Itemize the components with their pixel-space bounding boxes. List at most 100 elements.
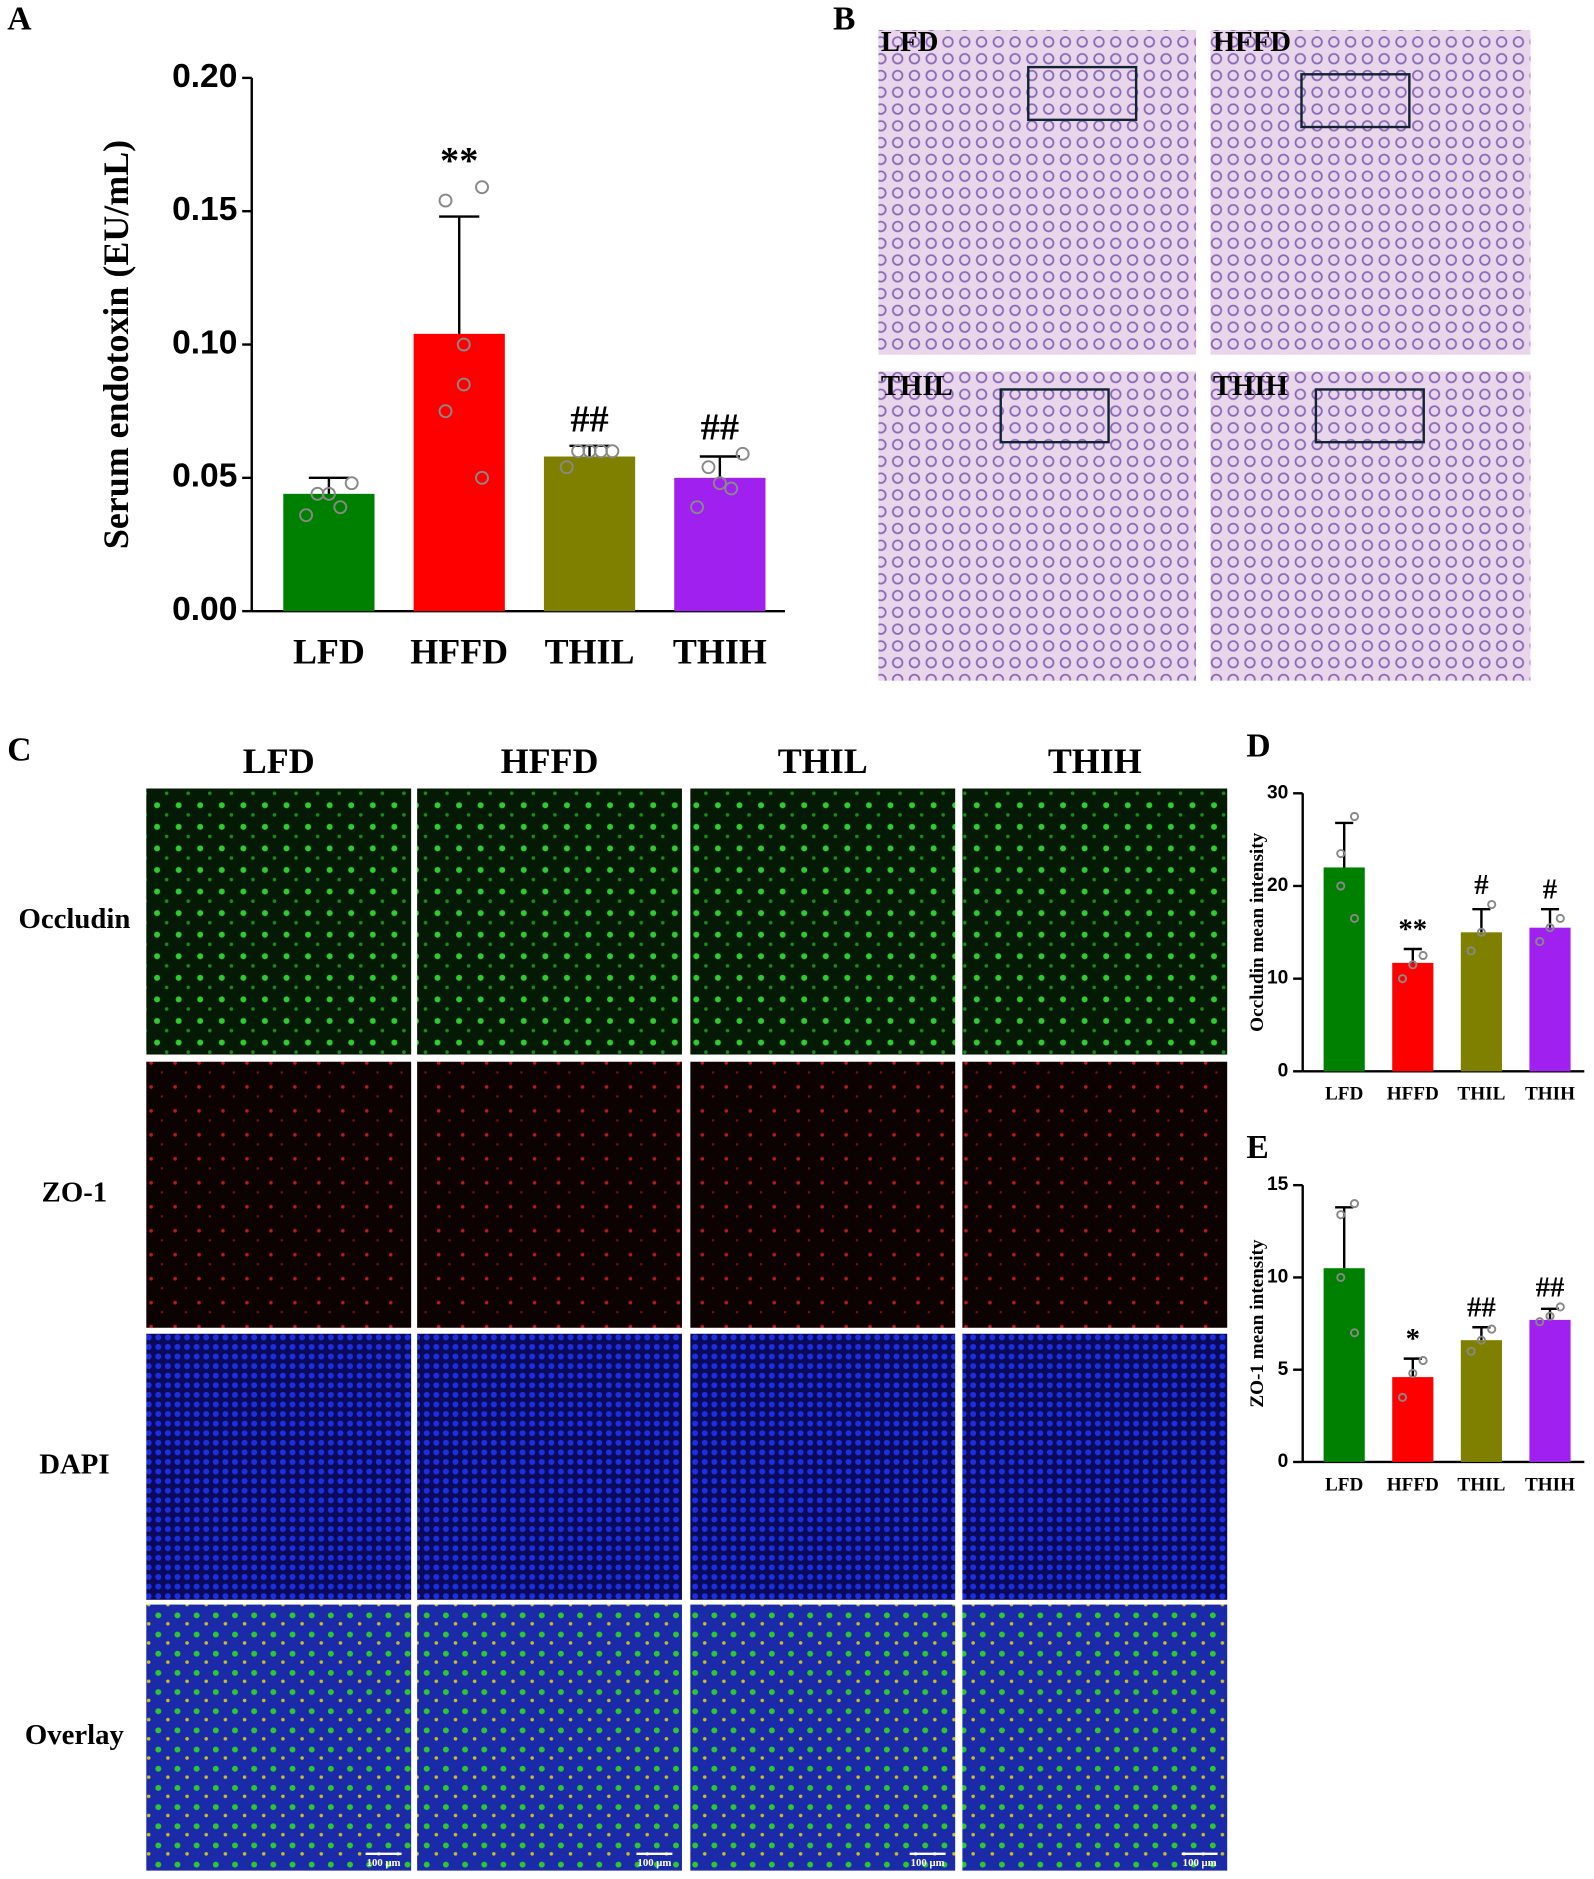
significance-label: * — [1406, 1323, 1420, 1355]
column-label: THIH — [1048, 741, 1142, 781]
x-tick-label: THIH — [673, 632, 767, 672]
row-label: DAPI — [39, 1448, 109, 1480]
bar — [1529, 927, 1571, 1072]
significance-label: ## — [1467, 1292, 1496, 1324]
zoom-box — [1300, 73, 1411, 129]
y-tick-label: 10 — [1267, 1266, 1288, 1287]
error-bar — [1403, 1357, 1422, 1378]
x-tick-label: THIL — [1457, 1084, 1505, 1105]
data-point — [438, 193, 453, 208]
data-point — [735, 446, 750, 461]
histology-image — [878, 371, 1197, 681]
fluorescence-image — [146, 1604, 412, 1871]
y-tick-label: 0 — [1278, 1451, 1289, 1472]
data-point — [475, 470, 489, 485]
panel-label: A — [7, 0, 31, 37]
data-point — [1408, 1368, 1418, 1378]
y-axis-label: ZO-1 mean intensity — [1247, 1239, 1268, 1408]
row-label: Overlay — [25, 1719, 125, 1751]
panel-label: C — [7, 731, 31, 768]
bar — [1460, 932, 1502, 1072]
data-point — [1336, 881, 1346, 891]
y-axis-label: Occludin mean intensity — [1247, 832, 1268, 1031]
column-label: THIL — [778, 741, 868, 781]
x-tick-label: LFD — [1325, 1084, 1363, 1105]
fluorescence-image — [146, 1333, 412, 1600]
fluorescence-image — [962, 1333, 1228, 1600]
x-tick-label: THIH — [1525, 1084, 1575, 1105]
data-point — [1349, 913, 1360, 923]
row-label: ZO-1 — [42, 1176, 108, 1208]
y-tick-label: 10 — [1267, 968, 1288, 989]
column-label: HFFD — [501, 741, 599, 781]
error-bar — [569, 444, 610, 457]
data-point — [1535, 1317, 1545, 1327]
bar-chart: A Serum endotoxin (EU/mL) 0.00 0.05 0.10 0.15… — [7, 0, 786, 672]
bar — [1392, 1377, 1434, 1462]
data-point — [605, 444, 620, 459]
data-point — [475, 180, 489, 195]
significance-label: ** — [440, 140, 478, 182]
data-point — [333, 500, 348, 515]
data-point — [1349, 811, 1360, 822]
bar — [413, 333, 505, 612]
column-label: LFD — [243, 741, 315, 781]
data-point — [299, 508, 314, 523]
data-point — [701, 460, 716, 475]
fluorescence-image — [690, 1061, 956, 1328]
y-axis-label: Serum endotoxin (EU/mL) — [96, 140, 136, 549]
significance-label: ## — [570, 399, 608, 441]
data-point — [1349, 1328, 1360, 1338]
fluorescence-image — [417, 1604, 682, 1871]
bar — [543, 456, 636, 612]
data-point — [1336, 848, 1346, 859]
error-bar — [1472, 1326, 1491, 1341]
immunofluorescence-panel: C LFD HFFD THIL THIH Occludin ZO-1 DAPI Overlay… — [7, 731, 1228, 1871]
data-point — [1545, 923, 1555, 933]
x-tick-label: HFFD — [1387, 1084, 1439, 1105]
error-bar — [439, 215, 480, 334]
error-bar — [1335, 821, 1354, 868]
data-point — [559, 460, 574, 475]
bar — [1323, 867, 1365, 1072]
data-point — [1336, 1272, 1346, 1282]
data-point — [1466, 1346, 1476, 1356]
data-point — [1349, 1199, 1360, 1209]
panel-label: B — [833, 0, 855, 37]
data-point — [1336, 1210, 1346, 1220]
data-point — [1555, 913, 1565, 923]
zoom-box — [1314, 388, 1425, 444]
data-point — [1487, 1324, 1497, 1334]
fluorescence-image — [417, 1061, 682, 1328]
histology-panel: B LFD HFFD THIL THIH — [833, 0, 1531, 681]
y-tick-label: 0 — [1278, 1060, 1289, 1081]
bar-chart: E ZO-1 mean intensity 0 5 10 15 LFD * HFFD ## THIL… — [1246, 1129, 1585, 1495]
fluorescence-image — [690, 1333, 956, 1600]
bar — [1323, 1268, 1365, 1462]
data-point — [1397, 974, 1408, 984]
data-point — [724, 481, 739, 496]
significance-label: # — [1474, 869, 1488, 901]
data-point — [1397, 1392, 1408, 1402]
x-tick-label: LFD — [293, 632, 365, 672]
scale-bar-label: 100 μm — [637, 1857, 671, 1869]
fluorescence-image — [690, 788, 956, 1055]
panel-label: E — [1246, 1129, 1268, 1166]
y-tick-label: 5 — [1278, 1359, 1289, 1380]
y-tick-label: 15 — [1267, 1174, 1289, 1195]
significance-label: # — [1543, 873, 1557, 905]
data-point — [456, 337, 471, 352]
x-tick-label: HFFD — [1387, 1474, 1439, 1495]
fluorescence-image — [962, 788, 1228, 1055]
data-point — [1418, 950, 1428, 961]
data-point — [321, 486, 336, 501]
bar-chart: D Occludin mean intensity 0 10 20 30 LFD ** HFFD… — [1246, 728, 1585, 1105]
fluorescence-image — [146, 788, 412, 1055]
fluorescence-image — [146, 1061, 412, 1328]
data-point — [1487, 899, 1497, 910]
y-tick-label: 0.00 — [172, 591, 237, 628]
significance-label: ** — [1398, 913, 1427, 945]
data-point — [1466, 946, 1476, 956]
data-point — [1545, 1311, 1555, 1321]
